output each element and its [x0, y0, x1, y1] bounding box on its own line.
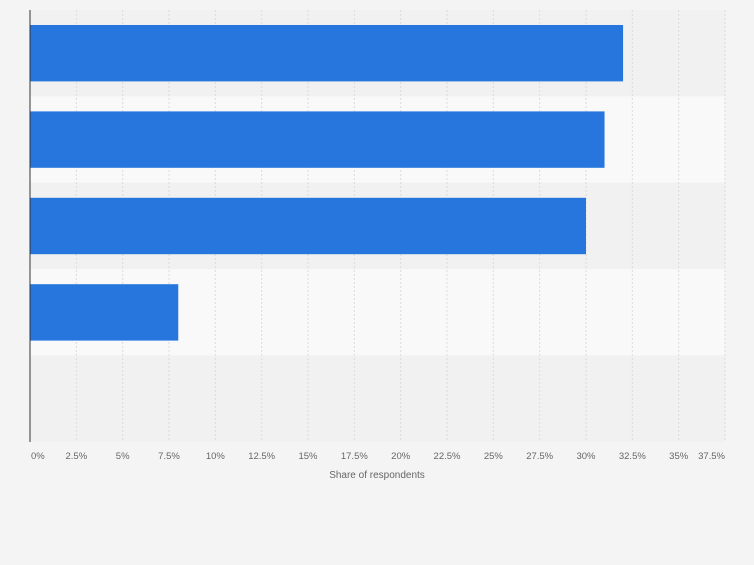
- x-tick-label: 12.5%: [248, 451, 275, 462]
- x-tick-label: 17.5%: [341, 451, 368, 462]
- x-tick-label: 25%: [484, 451, 504, 462]
- bar: [30, 284, 179, 341]
- bar: [30, 197, 586, 255]
- x-tick-label: 10%: [206, 451, 226, 462]
- x-tick-label: 5%: [116, 451, 130, 462]
- x-tick-label: 30%: [576, 451, 596, 462]
- bar: [30, 25, 624, 82]
- x-tick-label: 22.5%: [434, 451, 461, 462]
- x-tick-label: 37.5%: [698, 451, 725, 462]
- x-tick-label: 27.5%: [526, 451, 553, 462]
- x-axis-label: Share of respondents: [329, 470, 425, 481]
- x-tick-label: 2.5%: [66, 451, 88, 462]
- x-tick-label: 0%: [31, 451, 45, 462]
- bars: [30, 25, 624, 341]
- bar: [30, 111, 605, 168]
- x-tick-label: 20%: [391, 451, 411, 462]
- x-tick-label: 32.5%: [619, 451, 646, 462]
- x-tick-label: 7.5%: [158, 451, 180, 462]
- x-tick-label: 15%: [298, 451, 318, 462]
- x-tick-labels: 0% 2.5% 5% 7.5% 10% 12.5% 15% 17.5% 20% 22.5% 25% 2…: [31, 451, 726, 462]
- x-tick-label: 35%: [669, 451, 689, 462]
- row-band: [30, 355, 725, 442]
